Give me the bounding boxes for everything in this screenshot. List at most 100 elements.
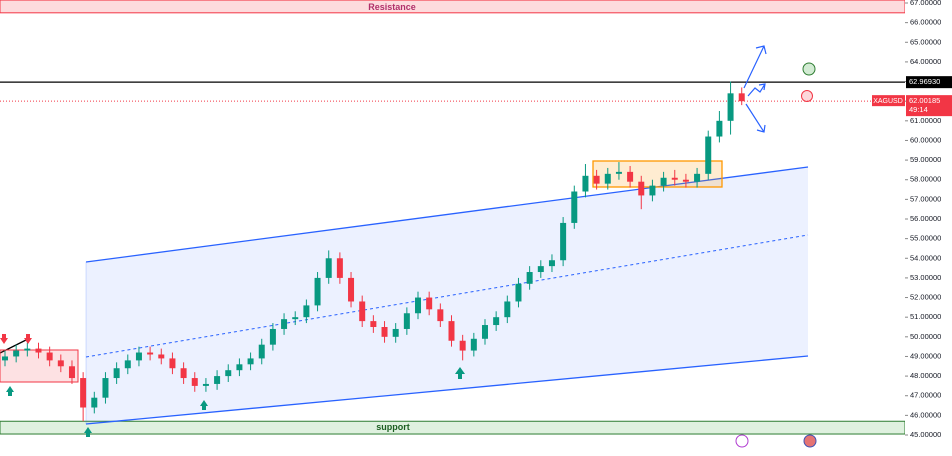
price-tag bbox=[906, 95, 952, 117]
candle-body bbox=[638, 181, 645, 196]
candle-body bbox=[515, 283, 522, 302]
arrows bbox=[6, 367, 465, 437]
candle-body bbox=[325, 258, 332, 278]
y-tick-label: 60.00000 bbox=[910, 135, 941, 144]
candle-body bbox=[526, 272, 533, 284]
candle-body bbox=[560, 222, 567, 261]
candle-body bbox=[381, 327, 388, 337]
candle-body bbox=[247, 358, 254, 365]
candle-body bbox=[392, 328, 399, 337]
candle-body bbox=[269, 328, 276, 345]
candle-body bbox=[102, 378, 109, 398]
y-tick-label: 47.00000 bbox=[910, 391, 941, 400]
candle-body bbox=[57, 360, 64, 367]
y-tick-label: 48.00000 bbox=[910, 371, 941, 380]
candle-body bbox=[281, 319, 288, 329]
candle-body bbox=[147, 352, 154, 355]
candle-body bbox=[604, 173, 611, 184]
candle-body bbox=[593, 175, 600, 184]
candle-body bbox=[370, 321, 377, 327]
channel-upper bbox=[85, 166, 809, 263]
price-axis bbox=[905, 0, 952, 456]
candle-body bbox=[68, 366, 75, 379]
y-tick-label: 67.00000 bbox=[910, 0, 941, 7]
candle-body bbox=[202, 383, 209, 386]
y-tick-label: 50.00000 bbox=[910, 332, 941, 341]
candle-body bbox=[13, 350, 20, 357]
candle-body bbox=[671, 177, 678, 180]
candle-body bbox=[46, 352, 53, 361]
candle-body bbox=[627, 171, 634, 182]
candle-body bbox=[292, 317, 299, 320]
candle-body bbox=[459, 340, 466, 351]
y-tick-label: 49.00000 bbox=[910, 351, 941, 360]
candle-body bbox=[660, 177, 667, 186]
projection bbox=[743, 45, 767, 89]
candle-body bbox=[481, 325, 488, 339]
y-tick-label: 51.00000 bbox=[910, 312, 941, 321]
y-tick-label: 45.00000 bbox=[910, 430, 941, 439]
y-tick-label: 55.00000 bbox=[910, 234, 941, 243]
y-tick-label: 64.00000 bbox=[910, 57, 941, 66]
y-tick-label: 65.00000 bbox=[910, 37, 941, 46]
projection bbox=[747, 83, 766, 97]
down-arrow bbox=[0, 334, 8, 344]
y-tick-label: 56.00000 bbox=[910, 214, 941, 223]
flag-icon bbox=[803, 434, 817, 448]
up-arrow bbox=[6, 386, 14, 396]
target-circle bbox=[802, 62, 816, 76]
candle-body bbox=[738, 93, 745, 102]
y-tick-label: 57.00000 bbox=[910, 194, 941, 203]
candle-body bbox=[426, 297, 433, 310]
y-tick-label: 58.00000 bbox=[910, 175, 941, 184]
range-box bbox=[592, 160, 723, 188]
candle-body bbox=[158, 354, 165, 359]
down-arrows bbox=[0, 334, 32, 344]
candle-body bbox=[80, 378, 87, 408]
up-arrow bbox=[455, 367, 465, 379]
candle-body bbox=[258, 344, 265, 359]
y-tick-label: 46.00000 bbox=[910, 410, 941, 419]
support-zone bbox=[0, 420, 906, 435]
stop-circle bbox=[801, 90, 813, 102]
symbol-tag bbox=[872, 95, 905, 107]
candle-body bbox=[225, 370, 232, 377]
candle-body bbox=[113, 368, 120, 379]
candle-body bbox=[571, 191, 578, 223]
channel-lower bbox=[85, 355, 809, 425]
projection-arrows bbox=[743, 45, 767, 133]
candle-body bbox=[169, 358, 176, 369]
candle-body bbox=[91, 397, 98, 408]
candle-body bbox=[2, 356, 8, 361]
countdown: 49:14 bbox=[909, 105, 928, 114]
y-tick-label: 52.00000 bbox=[910, 293, 941, 302]
candle-body bbox=[615, 171, 622, 174]
event-icon bbox=[735, 434, 749, 448]
y-tick-label: 66.00000 bbox=[910, 18, 941, 27]
candle-body bbox=[415, 297, 422, 314]
up-arrow bbox=[84, 427, 92, 437]
resistance-zone bbox=[0, 0, 906, 14]
candle-body bbox=[437, 309, 444, 322]
up-arrow bbox=[200, 400, 208, 410]
supply-box bbox=[0, 349, 79, 383]
candle-body bbox=[548, 260, 555, 267]
candle-body bbox=[504, 301, 511, 318]
candle-body bbox=[682, 179, 689, 182]
candle-body bbox=[336, 258, 343, 278]
high-tag-label: 62.96930 bbox=[909, 77, 940, 86]
candle-body bbox=[214, 376, 221, 384]
candle-body bbox=[303, 305, 310, 318]
candle-body bbox=[448, 321, 455, 341]
candle-body bbox=[716, 120, 723, 137]
candle-body bbox=[403, 313, 410, 329]
y-tick-label: 61.00000 bbox=[910, 116, 941, 125]
y-tick-label: 53.00000 bbox=[910, 273, 941, 282]
candle-body bbox=[191, 378, 198, 386]
candle-body bbox=[537, 266, 544, 273]
price-tag-label: 62.00185 bbox=[909, 96, 940, 105]
candle-body bbox=[180, 368, 187, 379]
down-arrow bbox=[24, 334, 32, 344]
